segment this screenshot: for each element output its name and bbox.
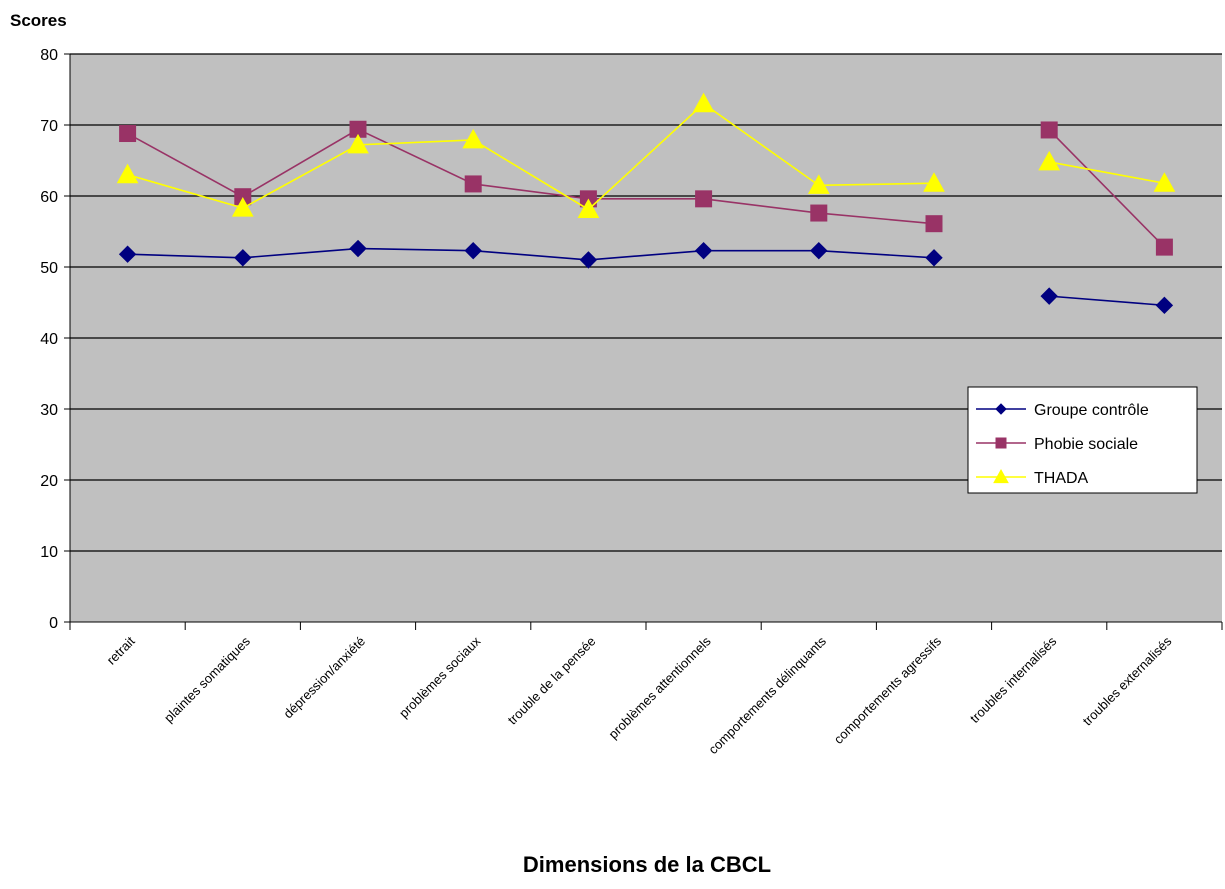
data-point: [1038, 150, 1061, 171]
legend-marker: [995, 437, 1007, 449]
data-point: [1155, 296, 1174, 315]
category-label: dépression/anxiété: [280, 634, 368, 722]
series-line: [127, 128, 935, 225]
data-point: [694, 241, 713, 260]
y-tick-label: 60: [40, 189, 58, 206]
series-line: [127, 247, 935, 261]
category-label: comportements délinquants: [705, 633, 829, 757]
data-point: [807, 174, 830, 194]
category-label: troubles internalisés: [967, 633, 1060, 726]
data-point: [579, 251, 598, 269]
data-point: [695, 190, 713, 208]
data-point: [464, 241, 482, 260]
data-point: [347, 133, 369, 154]
legend-label: Groupe contrôle: [1034, 402, 1149, 419]
data-point: [234, 249, 252, 267]
category-label: plaintes somatiques: [161, 633, 253, 725]
data-point: [692, 92, 715, 113]
series-line: [1049, 161, 1165, 185]
data-point: [464, 175, 482, 193]
data-point: [1153, 172, 1176, 192]
y-tick-label: 20: [40, 473, 58, 490]
data-point: [118, 245, 137, 263]
y-tick-label: 30: [40, 402, 58, 419]
y-tick-label: 10: [40, 544, 58, 561]
series-line: [1048, 129, 1165, 248]
legend-label: Phobie sociale: [1034, 436, 1138, 453]
category-label: problèmes sociaux: [396, 633, 484, 721]
legend-marker: [995, 403, 1007, 415]
y-axis-title: Scores: [10, 11, 67, 30]
y-tick-label: 50: [40, 260, 58, 277]
legend-label: THADA: [1034, 470, 1089, 487]
data-point: [925, 249, 943, 267]
category-label: retrait: [104, 633, 138, 667]
data-point: [1040, 121, 1058, 139]
data-point: [231, 197, 254, 217]
data-point: [462, 128, 485, 149]
data-point: [116, 163, 139, 184]
category-label: trouble de la pensée: [505, 634, 599, 728]
series-line: [127, 102, 935, 211]
data-point: [810, 241, 828, 260]
data-point: [925, 215, 943, 233]
data-point: [119, 125, 137, 143]
data-point: [923, 172, 945, 192]
series-line: [1049, 295, 1165, 307]
legend-marker: [993, 468, 1009, 484]
y-tick-label: 70: [40, 118, 58, 135]
category-label: troubles externalisés: [1080, 633, 1175, 728]
y-tick-label: 40: [40, 331, 58, 348]
data-point: [577, 198, 600, 218]
data-point: [1155, 238, 1173, 256]
category-label: comportements agressifs: [831, 633, 945, 747]
x-axis-title: Dimensions de la CBCL: [523, 852, 771, 877]
data-point: [810, 204, 828, 222]
data-point: [1040, 287, 1058, 305]
category-label: problèmes attentionnels: [606, 633, 715, 742]
data-point: [349, 239, 367, 258]
y-tick-label: 80: [40, 47, 58, 64]
y-tick-label: 0: [49, 615, 58, 632]
